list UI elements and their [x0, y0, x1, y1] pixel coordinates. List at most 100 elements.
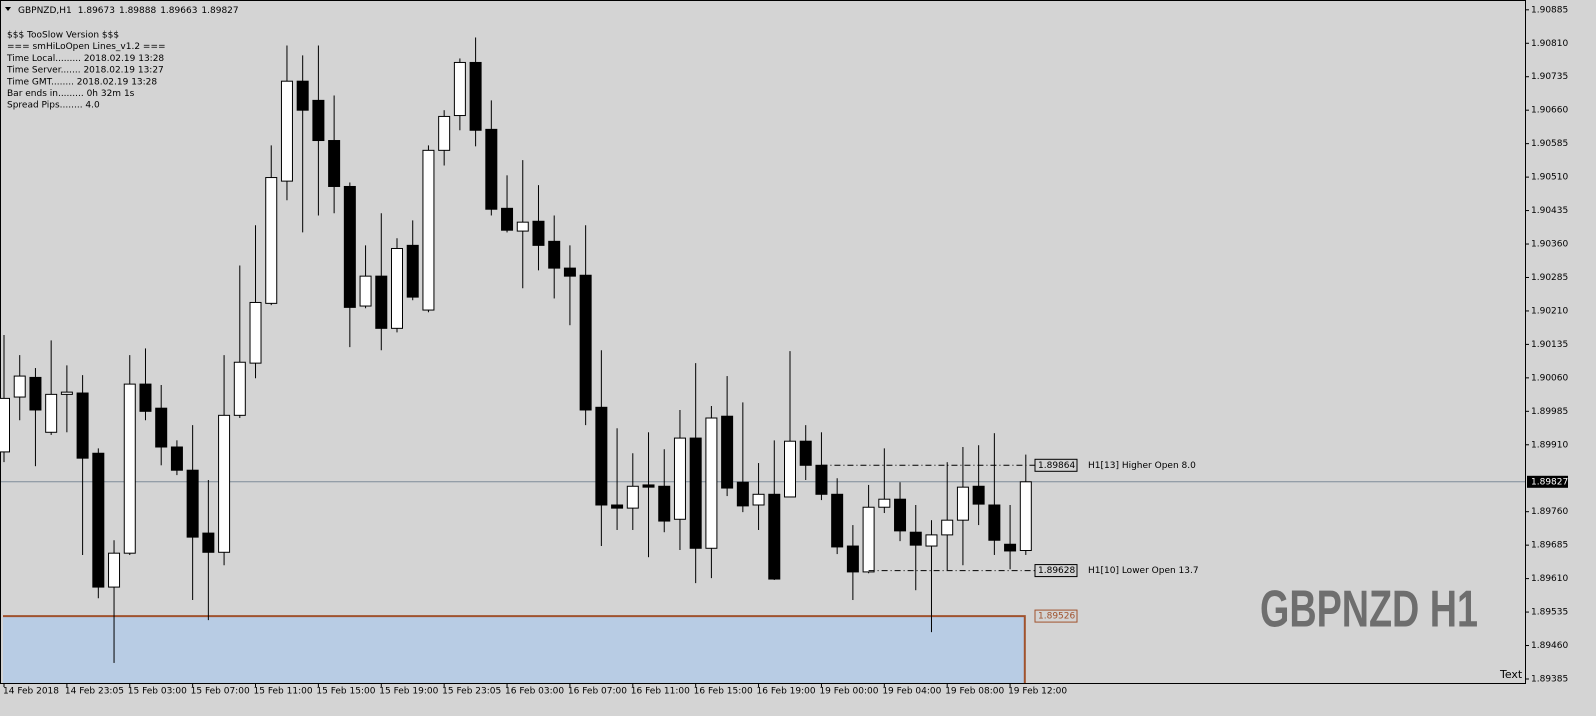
- y-tick-label: 1.90660: [1531, 106, 1568, 116]
- info-line: Spread Pips........ 4.0: [7, 101, 100, 111]
- candle-body: [469, 61, 482, 131]
- candle-body: [941, 519, 954, 536]
- candle-body: [721, 415, 734, 489]
- y-tick-label: 1.89385: [1531, 674, 1568, 684]
- candle-body: [689, 437, 702, 549]
- candle-body: [249, 301, 262, 364]
- candle-body: [453, 61, 466, 117]
- x-tick-label: 14 Feb 2018: [3, 687, 59, 697]
- candle-body: [343, 185, 356, 308]
- x-tick-label: 16 Feb 15:00: [694, 687, 753, 697]
- candle-body: [799, 440, 812, 466]
- level-value: 1.89864: [1038, 461, 1075, 471]
- candle-body: [422, 149, 435, 311]
- candle-body: [972, 485, 985, 505]
- price-label: 1.89827: [1531, 477, 1568, 487]
- x-tick-label: 19 Feb 04:00: [882, 687, 941, 697]
- candle-body: [92, 452, 105, 588]
- candle-body: [516, 221, 529, 232]
- zone-edge: [3, 615, 1026, 683]
- menu-arrow[interactable]: [5, 7, 11, 11]
- candle-body: [359, 275, 372, 307]
- ohlc: 1.89663: [160, 6, 197, 16]
- candle-body: [139, 383, 152, 412]
- candle-body: [13, 375, 26, 398]
- x-tick-label: 15 Feb 19:00: [379, 687, 438, 697]
- info-line: $$$ TooSlow Version $$$: [7, 31, 119, 41]
- level-label-box: [1034, 564, 1078, 578]
- y-tick-label: 1.90585: [1531, 139, 1568, 149]
- x-tick-label: 19 Feb 12:00: [1008, 687, 1067, 697]
- candle-body: [60, 391, 73, 395]
- info-line: Time Server....... 2018.02.19 13:27: [6, 66, 164, 76]
- y-tick-label: 1.90885: [1531, 5, 1568, 15]
- ohlc: 1.89888: [119, 6, 156, 16]
- x-tick-label: 16 Feb 11:00: [631, 687, 690, 697]
- candle-body: [909, 531, 922, 546]
- candle-body: [485, 128, 498, 210]
- level-value: 1.89628: [1038, 566, 1075, 576]
- candle-body: [862, 506, 875, 573]
- candle-body: [752, 493, 765, 506]
- y-tick-label: 1.90435: [1531, 206, 1568, 216]
- candle-body: [155, 407, 168, 448]
- zone-label-box: [1034, 609, 1078, 623]
- x-tick-label: 19 Feb 00:00: [819, 687, 878, 697]
- candle-body: [611, 504, 624, 509]
- info-line: Bar ends in......... 0h 32m 1s: [7, 89, 135, 99]
- candle-body: [218, 414, 231, 553]
- candle-body: [1019, 481, 1032, 552]
- info-line: Time Local......... 2018.02.19 13:28: [6, 54, 164, 64]
- candle-body: [579, 274, 592, 411]
- info-line: Time GMT........ 2018.02.19 13:28: [6, 77, 157, 87]
- y-tick-label: 1.90285: [1531, 273, 1568, 283]
- candle-body: [170, 446, 183, 471]
- x-tick-label: 15 Feb 03:00: [128, 687, 187, 697]
- candle-body: [988, 504, 1001, 541]
- watermark: GBPNZD H1: [1260, 581, 1478, 639]
- candle-body: [673, 437, 686, 520]
- candle-body: [296, 80, 309, 111]
- candle-body: [108, 552, 121, 588]
- candle-body: [784, 440, 796, 498]
- candle-body: [956, 486, 969, 521]
- ohlc: 1.89827: [201, 6, 238, 16]
- candle-body: [626, 485, 639, 509]
- corner-text: Text: [1499, 668, 1523, 681]
- candle-body: [548, 240, 561, 269]
- candle-body: [265, 177, 278, 304]
- x-tick-label: 15 Feb 11:00: [254, 687, 313, 697]
- x-tick-label: 19 Feb 08:00: [945, 687, 1004, 697]
- y-tick-label: 1.89610: [1531, 574, 1568, 584]
- candle-body: [563, 267, 576, 277]
- zone: [3, 616, 1025, 683]
- candle-body: [375, 275, 388, 329]
- y-tick-label: 1.89685: [1531, 541, 1568, 551]
- candle-body: [438, 115, 451, 151]
- info-line: === smHiLoOpen Lines_v1.2 ===: [7, 42, 166, 52]
- candle-body: [642, 484, 655, 488]
- y-tick-label: 1.89760: [1531, 507, 1568, 517]
- candle-body: [0, 397, 10, 453]
- candle-body: [705, 417, 718, 549]
- candle-body: [532, 220, 545, 246]
- y-tick-label: 1.90510: [1531, 173, 1568, 183]
- level-name: H1[10] Lower Open 13.7: [1088, 566, 1199, 576]
- candle-body: [45, 393, 58, 433]
- candle-body: [501, 207, 514, 231]
- y-tick-label: 1.90360: [1531, 240, 1568, 250]
- candle-body: [658, 485, 671, 522]
- candle-body: [406, 244, 419, 298]
- y-tick-label: 1.89910: [1531, 440, 1568, 450]
- candle-body: [1004, 543, 1017, 552]
- x-tick-label: 15 Feb 15:00: [316, 687, 375, 697]
- y-tick-label: 1.90810: [1531, 39, 1568, 49]
- candle-body: [233, 361, 246, 416]
- candle-body: [595, 406, 608, 506]
- candle-body: [815, 464, 828, 495]
- candle-body: [312, 99, 325, 142]
- candle-body: [29, 376, 42, 411]
